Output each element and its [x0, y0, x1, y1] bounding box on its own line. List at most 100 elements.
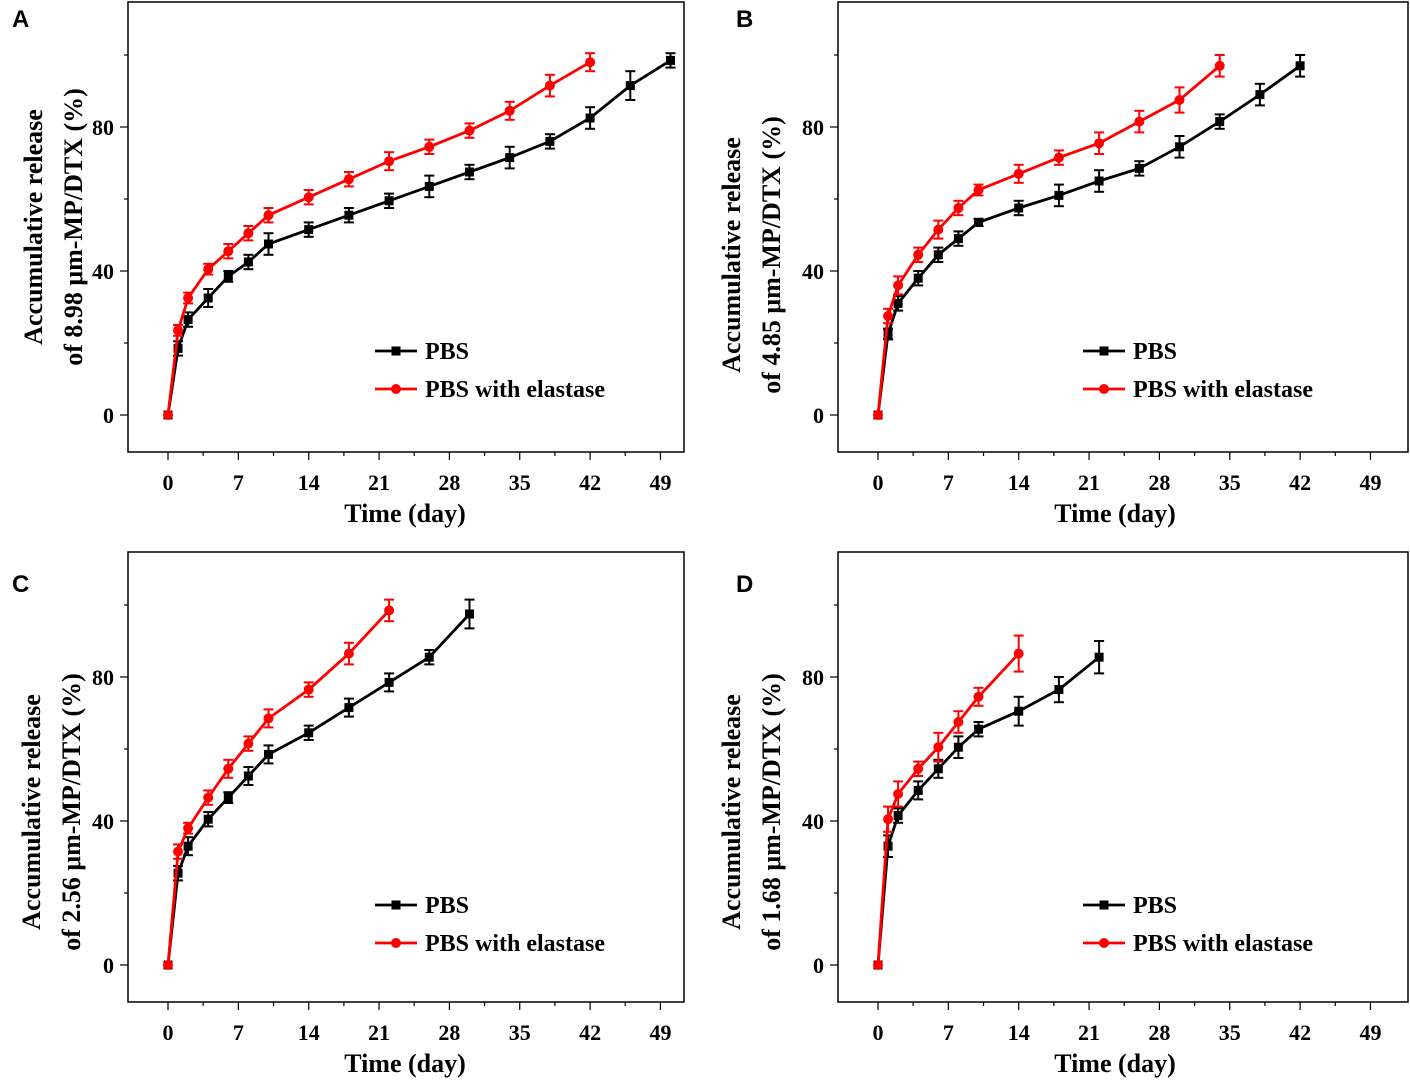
panel-c-legend-pbs-with-elastase: PBS with elastase	[375, 931, 605, 957]
panel-b-pbs-line	[876, 64, 1301, 416]
panel-a-legend-pbs-marker	[391, 346, 401, 356]
panel-c-pbs-with-elastase-point	[163, 960, 173, 970]
panel-b-pbs-with-elastase-point	[973, 185, 984, 195]
panel-c-legend-pbs: PBS	[375, 893, 469, 919]
panel-c-x-tick-label-21: 21	[368, 1020, 390, 1045]
panel-b-pbs-with-elastase-point	[1214, 60, 1225, 71]
panel-a-x-tick-label-7: 7	[233, 470, 244, 495]
panel-c-frame	[127, 551, 685, 1003]
panel-a-x-tick-label-42: 42	[579, 470, 601, 495]
panel-c-legend-pbs-label: PBS	[425, 893, 469, 919]
panel-d-legend-pbs: PBS	[1083, 893, 1177, 919]
panel-d-pbs-with-elastase-point	[873, 960, 883, 970]
panel-a-x-tick-label-49: 49	[649, 470, 671, 495]
panel-d-pbs-point	[893, 811, 903, 821]
panel-a-pbs-with-elastase-line	[166, 60, 591, 416]
panel-c-legend-pbs-with-elastase-marker	[391, 938, 401, 948]
panel-a-pbs-with-elastase-point	[504, 105, 515, 116]
panel-a-legend-pbs-label: PBS	[425, 339, 469, 365]
panel-a-legend-pbs-with-elastase-marker	[391, 384, 401, 394]
panel-c-pbs-with-elastase-point	[223, 763, 234, 774]
panel-d-y-tick-label-0: 0	[813, 953, 824, 978]
panel-b: B 0 7 14 21 28 35 42 49 0 40 80 Time (day) Accumulati…	[717, 1, 1409, 528]
panel-d-series-pbs	[873, 640, 1105, 970]
panel-a-pbs-with-elastase-point	[303, 192, 314, 203]
panel-b-y-axis-title-line-2: of 4.85 μm-MP/DTX (%)	[757, 116, 786, 394]
panel-b-y-tick-label-0: 0	[813, 403, 824, 428]
panel-a-pbs-with-elastase-point	[544, 80, 555, 91]
panel-a-x-tick-label-14: 14	[298, 470, 320, 495]
panel-d-pbs-with-elastase-point	[1013, 648, 1024, 659]
panel-d-x-tick-label-21: 21	[1078, 1020, 1100, 1045]
panel-b-x-tick-label-7: 7	[943, 470, 954, 495]
panel-b-series-pbs-with-elastase	[873, 54, 1225, 420]
panel-c-pbs-point	[424, 652, 434, 662]
panel-a-pbs-point	[505, 153, 515, 163]
panel-b-pbs-point	[1134, 163, 1144, 173]
panel-a-series-pbs	[163, 52, 676, 420]
panel-c-y-tick-label-0: 0	[103, 953, 114, 978]
panel-c-x-axis-title: Time (day)	[344, 1049, 466, 1078]
panel-d-letter: D	[736, 571, 753, 598]
panel-d-x-tick-label-0: 0	[873, 1020, 884, 1045]
panel-b-frame	[837, 1, 1409, 453]
panel-b-pbs-with-elastase-point	[913, 249, 924, 260]
panel-c-pbs-with-elastase-line	[166, 609, 391, 966]
panel-a-pbs-point	[264, 239, 273, 249]
panel-b-pbs-with-elastase-point	[883, 311, 894, 321]
panel-c-pbs-with-elastase-point	[243, 738, 254, 749]
panel-a-letter: A	[12, 6, 29, 33]
panel-a-y-tick-label-0: 0	[103, 403, 114, 428]
panel-a-x-tick-label-28: 28	[438, 470, 460, 495]
panel-c-pbs-with-elastase-point	[303, 684, 314, 695]
panel-c-x-tick-label-49: 49	[649, 1020, 671, 1045]
panel-b-pbs-point	[893, 298, 903, 308]
panel-a-pbs-with-elastase-point	[343, 174, 354, 185]
panel-a-pbs-point	[545, 136, 555, 146]
panel-d-legend-pbs-with-elastase-label: PBS with elastase	[1133, 931, 1313, 957]
panel-b-x-tick-label-21: 21	[1078, 470, 1100, 495]
panel-a-pbs-with-elastase-point	[223, 246, 234, 257]
panel-a-pbs-point	[344, 210, 354, 220]
panel-c-pbs-point	[243, 771, 253, 781]
panel-d-y-tick-label-40: 40	[802, 809, 824, 834]
panel-c-x-tick-label-28: 28	[438, 1020, 460, 1045]
panel-a-pbs-point	[585, 113, 595, 123]
panel-c-x-tick-label-14: 14	[298, 1020, 320, 1045]
panel-d-pbs-point	[883, 841, 893, 851]
panel-b-legend-pbs-with-elastase-marker	[1099, 384, 1109, 394]
panel-c-pbs-point	[183, 841, 193, 851]
panel-b-pbs-point	[1255, 90, 1265, 100]
panel-c-y-tick-label-40: 40	[92, 809, 114, 834]
panel-c-x-tick-label-42: 42	[579, 1020, 601, 1045]
panel-d-x-tick-label-14: 14	[1008, 1020, 1030, 1045]
panel-c-pbs-point	[304, 728, 314, 738]
panel-d-pbs-with-elastase-point	[913, 763, 924, 774]
panel-b-pbs-point	[1215, 117, 1225, 127]
panel-d-pbs-with-elastase-point	[953, 717, 964, 727]
panel-c-pbs-point	[384, 677, 394, 687]
panel-a-legend-pbs-with-elastase-label: PBS with elastase	[425, 377, 605, 403]
panel-b-pbs-with-elastase-point	[1053, 152, 1064, 163]
panel-a-pbs-point	[666, 55, 675, 65]
panel-b-legend-pbs-with-elastase-label: PBS with elastase	[1133, 377, 1313, 403]
panel-c-x-tick-label-0: 0	[163, 1020, 174, 1045]
panel-b-y-tick-label-40: 40	[802, 259, 824, 284]
panel-c-letter: C	[12, 571, 29, 598]
panel-d-pbs-point	[974, 724, 983, 734]
panel-b-letter: B	[736, 6, 753, 33]
panel-d-pbs-point	[1014, 706, 1024, 716]
panel-c-x-tick-label-35: 35	[509, 1020, 531, 1045]
panel-c-pbs-with-elastase-point	[203, 792, 214, 803]
panel-d-pbs-line	[876, 656, 1100, 966]
panel-a-pbs-with-elastase-point	[243, 228, 254, 239]
panel-c-x-tick-label-7: 7	[233, 1020, 244, 1045]
panel-b-pbs-point	[1054, 190, 1064, 200]
panel-d-y-axis-title-line-2: of 1.68 μm-MP/DTX (%)	[757, 673, 786, 951]
panel-b-x-tick-label-0: 0	[873, 470, 884, 495]
panel-a-pbs-with-elastase-point	[384, 156, 395, 167]
panel-a-legend-pbs-with-elastase: PBS with elastase	[375, 377, 605, 403]
panel-c-pbs-point	[203, 814, 213, 824]
panel-d-x-tick-label-42: 42	[1289, 1020, 1311, 1045]
panel-c-pbs-with-elastase-point	[263, 713, 274, 724]
